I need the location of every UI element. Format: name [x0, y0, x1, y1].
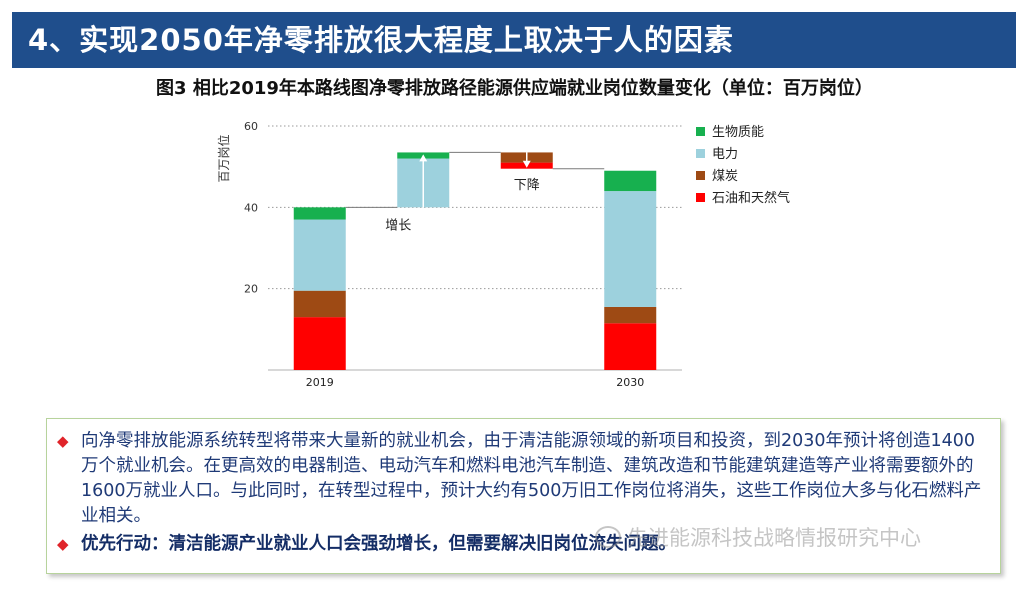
legend-swatch: [696, 127, 705, 136]
bullet-text: 向净零排放能源系统转型将带来大量新的就业机会，由于清洁能源领域的新项目和投资，到…: [81, 431, 982, 526]
increase-arrow-head: [419, 154, 428, 162]
x-tick-labels: 2019 2030: [306, 376, 645, 389]
bar-segment: [604, 170, 657, 192]
step-connectors: [345, 151, 605, 208]
bullet-text: 优先行动：清洁能源产业就业人口会强劲增长，但需要解决旧岗位流失问题。: [81, 534, 676, 554]
bullet-item-priority: ◆ 优先行动：清洁能源产业就业人口会强劲增长，但需要解决旧岗位流失问题。: [57, 532, 986, 557]
legend-label: 石油和天然气: [712, 190, 790, 206]
step-label-increase: 增长: [385, 219, 411, 234]
summary-textbox: ◆ 向净零排放能源系统转型将带来大量新的就业机会，由于清洁能源领域的新项目和投资…: [46, 418, 1001, 574]
legend-swatch: [696, 149, 705, 158]
decrease-arrow-head: [522, 160, 531, 168]
diamond-bullet-icon: ◆: [57, 535, 69, 553]
bar-segment: [604, 191, 657, 307]
bar-segment: [293, 317, 346, 370]
bar-segment: [604, 306, 657, 324]
legend-swatch: [696, 193, 705, 202]
bar-segment: [293, 219, 346, 291]
y-axis-label: 百万岗位: [216, 135, 231, 183]
y-tick-label: 60: [244, 120, 258, 133]
bar-segment: [293, 290, 346, 318]
step-labels: 增长 下降: [385, 178, 540, 234]
bullet-item: ◆ 向净零排放能源系统转型将带来大量新的就业机会，由于清洁能源领域的新项目和投资…: [57, 429, 986, 529]
chart-caption: 图3 相比2019年本路线图净零排放路径能源供应端就业岗位数量变化（单位：百万岗…: [156, 78, 873, 99]
y-tick-label: 40: [244, 201, 258, 214]
x-tick-label: 2030: [616, 376, 644, 389]
slide-title: 4、实现2050年净零排放很大程度上取决于人的因素: [12, 12, 1016, 68]
bar-segment: [293, 207, 346, 220]
step-arrows: [419, 152, 531, 208]
bars: [293, 152, 657, 370]
legend-swatch: [696, 171, 705, 180]
step-label-decrease: 下降: [514, 178, 540, 193]
y-tick-label: 20: [244, 283, 258, 296]
legend-label: 生物质能: [712, 125, 764, 140]
x-tick-label: 2019: [306, 376, 334, 389]
legend-label: 电力: [712, 147, 738, 162]
y-tick-labels: 20 40 60: [244, 120, 258, 296]
legend-label: 煤炭: [712, 169, 738, 184]
diamond-bullet-icon: ◆: [57, 432, 69, 450]
bar-segment: [604, 323, 657, 370]
